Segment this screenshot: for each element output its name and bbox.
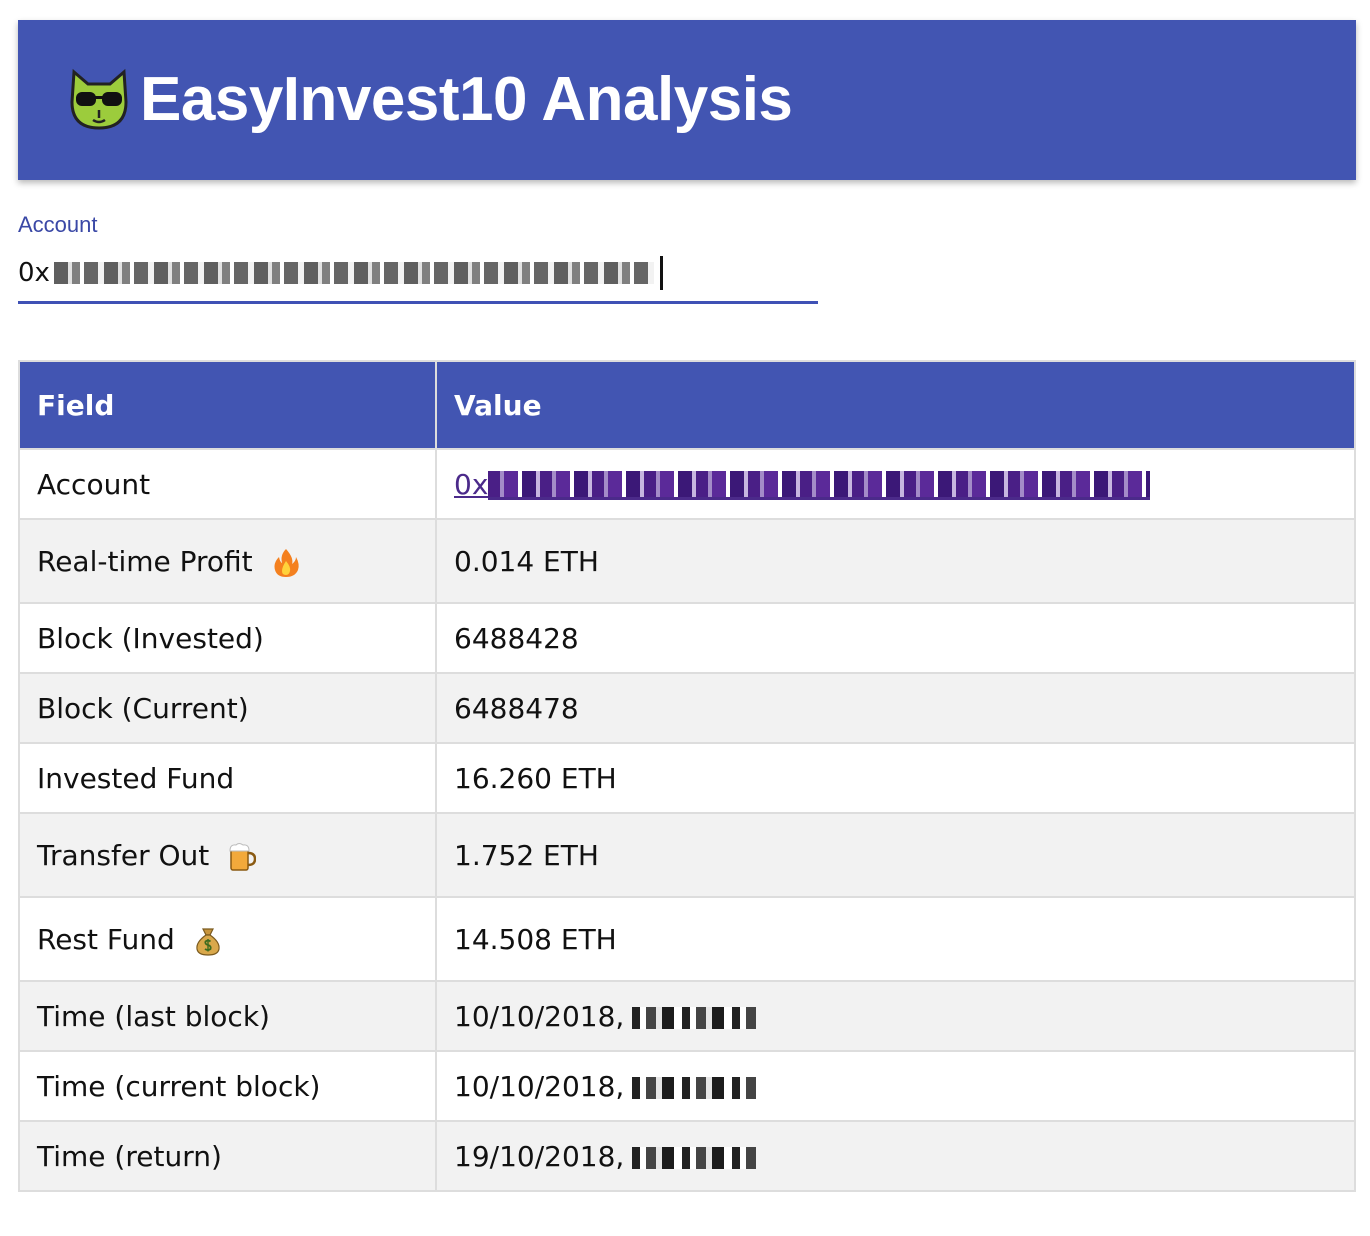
date-value: 19/10/2018, <box>454 1139 625 1173</box>
field-label: Transfer Out <box>37 838 210 872</box>
account-link-prefix[interactable]: 0x <box>454 467 489 501</box>
value-cell: 16.260 ETH <box>435 742 1356 814</box>
value-cell: 14.508 ETH <box>435 896 1356 982</box>
field-cell: Invested Fund <box>18 742 437 814</box>
account-input-value: 0x <box>18 257 50 288</box>
table-row: Time (current block) 10/10/2018, <box>18 1050 1356 1122</box>
page-title: EasyInvest10 Analysis <box>140 65 793 134</box>
table-row: Rest Fund 14.508 ETH <box>18 896 1356 982</box>
field-cell: Account <box>18 448 437 520</box>
field-cell: Time (last block) <box>18 980 437 1052</box>
date-value: 10/10/2018, <box>454 1069 625 1103</box>
value-cell: 6488428 <box>435 602 1356 674</box>
field-label: Time (return) <box>37 1139 222 1173</box>
field-label: Invested Fund <box>37 761 235 795</box>
table-row: Transfer Out 1.752 ETH <box>18 812 1356 898</box>
field-cell: Block (Invested) <box>18 602 437 674</box>
table-row: Account 0x <box>18 448 1356 520</box>
field-cell: Transfer Out <box>18 812 437 898</box>
field-label: Rest Fund <box>37 922 175 956</box>
table-row: Real-time Profit 0.014 ETH <box>18 518 1356 604</box>
redacted-time <box>632 1006 757 1029</box>
value-cell: 1.752 ETH <box>435 812 1356 898</box>
field-label: Block (Invested) <box>37 621 264 655</box>
text-caret <box>659 255 663 290</box>
redacted-time <box>632 1146 757 1169</box>
header-field: Field <box>18 360 437 450</box>
table-row: Block (Current) 6488478 <box>18 672 1356 744</box>
account-link[interactable]: 0x <box>454 467 1151 501</box>
redacted-time <box>632 1076 757 1099</box>
table-row: Block (Invested) 6488428 <box>18 602 1356 674</box>
redacted-account-text <box>53 261 654 284</box>
redacted-account-link[interactable] <box>488 471 1151 500</box>
field-cell: Rest Fund <box>18 896 437 982</box>
table-row: Time (return) 19/10/2018, <box>18 1120 1356 1192</box>
account-field-label: Account <box>18 212 98 237</box>
field-label: Time (current block) <box>37 1069 321 1103</box>
table-row: Invested Fund 16.260 ETH <box>18 742 1356 814</box>
value-cell: 10/10/2018, <box>435 980 1356 1052</box>
field-cell: Time (return) <box>18 1120 437 1192</box>
fire-icon <box>274 548 299 577</box>
field-cell: Block (Current) <box>18 672 437 744</box>
cat-sunglasses-icon <box>70 68 128 130</box>
header-value: Value <box>435 360 1356 450</box>
beer-mug-icon <box>229 842 257 871</box>
value-cell: 6488478 <box>435 672 1356 744</box>
value-cell: 0.014 ETH <box>435 518 1356 604</box>
field-label: Time (last block) <box>37 999 270 1033</box>
money-bag-icon <box>195 927 220 956</box>
analysis-table: Field Value Account 0x Real-time Profit … <box>18 360 1356 1192</box>
field-label: Real-time Profit <box>37 544 253 578</box>
field-label: Block (Current) <box>37 691 249 725</box>
value-cell: 0x <box>435 448 1356 520</box>
field-label: Account <box>37 467 151 501</box>
field-cell: Real-time Profit <box>18 518 437 604</box>
table-row: Time (last block) 10/10/2018, <box>18 980 1356 1052</box>
app-header: EasyInvest10 Analysis <box>18 20 1356 180</box>
table-header-row: Field Value <box>18 360 1356 450</box>
field-cell: Time (current block) <box>18 1050 437 1122</box>
value-cell: 10/10/2018, <box>435 1050 1356 1122</box>
date-value: 10/10/2018, <box>454 999 625 1033</box>
value-cell: 19/10/2018, <box>435 1120 1356 1192</box>
account-input[interactable]: 0x <box>18 252 818 304</box>
